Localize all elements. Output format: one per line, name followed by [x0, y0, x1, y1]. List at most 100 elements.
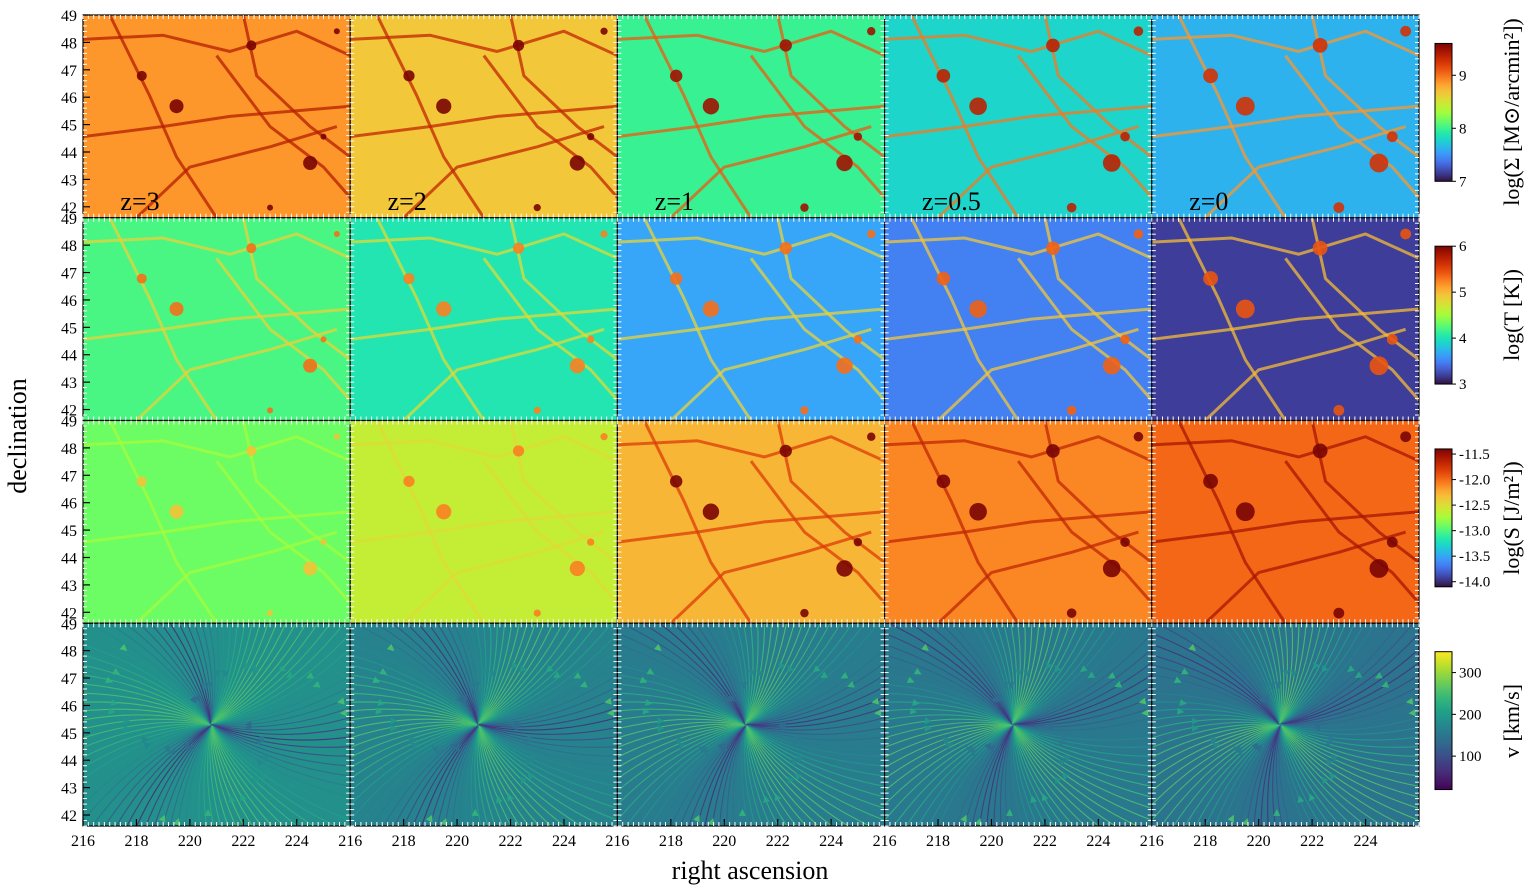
x-tick-label: 220 [178, 833, 202, 850]
colorbar-temperature: 3 4 5 6 [1434, 239, 1467, 393]
panel-entropy-1 [349, 419, 619, 624]
panel-surface-density-0: z=3 [82, 14, 351, 219]
x-axis-label: right ascension [671, 856, 829, 885]
colorbar-tick-label: 5 [1459, 285, 1467, 301]
panel-temperature-0 [82, 217, 351, 422]
y-tick-label: 45 [61, 726, 77, 743]
x-tick-label: 224 [552, 833, 576, 850]
x-tick-label: 218 [1193, 833, 1217, 850]
x-tick-label: 224 [1086, 833, 1110, 850]
y-tick-label: 48 [61, 441, 77, 458]
panel-surface-density-2: z=1 [616, 14, 886, 219]
panel-surface-density-4: z=0 [1151, 14, 1420, 219]
colorbar-surface-density: 7 8 9 [1434, 42, 1467, 190]
colorbar-velocity-streamlines: 100 200 300 [1434, 651, 1482, 791]
y-tick-label: 46 [61, 293, 77, 310]
y-tick-label: 42 [61, 605, 77, 622]
panel-grid: z=3 z=2 z=1 z=0.5 z=0 [82, 14, 1420, 827]
redshift-label: z=2 [388, 187, 427, 216]
x-tick-label: 220 [979, 833, 1003, 850]
x-tick-label: 224 [285, 833, 309, 850]
x-tick-label: 218 [926, 833, 950, 850]
panel-entropy-2 [616, 419, 886, 624]
x-tick-label: 222 [231, 833, 255, 850]
colorbar-entropy: -11.5 -12.0 -12.5 -13.0 -13.5 -14.0 [1434, 447, 1490, 591]
y-tick-label: 46 [61, 90, 77, 107]
colorbar-tick-label: -13.0 [1459, 524, 1490, 540]
axes-ticks: 4243444546474849424344454647484942434445… [61, 8, 1378, 850]
x-tick-label: 220 [445, 833, 469, 850]
y-tick-label: 48 [61, 238, 77, 255]
x-tick-label: 222 [1033, 833, 1057, 850]
colorbar-label-text: log(S [J/m²]) [1499, 461, 1524, 575]
y-tick-label: 43 [61, 375, 77, 392]
y-tick-label: 44 [61, 145, 77, 162]
x-tick-label: 220 [1247, 833, 1271, 850]
y-tick-label: 44 [61, 550, 77, 567]
redshift-label: z=0.5 [922, 187, 981, 216]
panel-velocity-streamlines-0 [82, 622, 351, 827]
panel-velocity-streamlines-1 [349, 622, 619, 827]
x-tick-label: 222 [766, 833, 790, 850]
x-tick-label: 220 [712, 833, 736, 850]
colorbar-tick-label: -12.0 [1459, 473, 1490, 489]
colorbar-tick-label: 100 [1459, 749, 1482, 765]
y-tick-label: 47 [61, 266, 77, 283]
y-tick-label: 48 [61, 35, 77, 52]
y-tick-label: 49 [61, 211, 77, 228]
panel-temperature-2 [616, 217, 886, 422]
y-tick-label: 42 [61, 808, 77, 825]
x-tick-label: 216 [338, 833, 362, 850]
x-tick-label: 222 [499, 833, 523, 850]
panel-velocity-streamlines-2 [616, 622, 886, 827]
colorbar-tick-label: 4 [1459, 331, 1467, 347]
y-axis-label-text: declination [3, 378, 32, 494]
panel-surface-density-1: z=2 [349, 14, 619, 219]
x-tick-label: 224 [819, 833, 843, 850]
x-tick-label: 218 [392, 833, 416, 850]
panel-velocity-streamlines-3 [883, 622, 1153, 827]
colorbar-label-text: v [km/s] [1499, 683, 1524, 758]
colorbar-tick-label: 300 [1459, 666, 1482, 682]
colorbar-tick-label: 8 [1459, 121, 1467, 137]
x-tick-label: 218 [124, 833, 148, 850]
colorbar-tick-label: -12.5 [1459, 498, 1490, 514]
redshift-label: z=3 [120, 187, 159, 216]
x-tick-label: 222 [1300, 833, 1324, 850]
panel-temperature-4 [1151, 217, 1420, 422]
y-tick-label: 43 [61, 172, 77, 189]
colorbar-tick-label: -13.5 [1459, 549, 1490, 565]
colorbar-tick-label: 9 [1459, 68, 1467, 84]
colorbar-tick-label: 200 [1459, 707, 1482, 723]
y-tick-label: 45 [61, 118, 77, 135]
x-tick-label: 218 [659, 833, 683, 850]
y-tick-label: 47 [61, 671, 77, 688]
colorbar-label-text: log(Σ [M⊙/arcmin²]) [1499, 18, 1524, 207]
x-tick-label: 224 [1354, 833, 1378, 850]
y-tick-label: 47 [61, 63, 77, 80]
y-tick-label: 49 [61, 8, 77, 25]
y-tick-label: 46 [61, 698, 77, 715]
y-tick-label: 44 [61, 348, 77, 365]
colorbar-tick-label: -14.0 [1459, 575, 1490, 591]
y-tick-label: 46 [61, 496, 77, 513]
panel-temperature-3 [883, 217, 1153, 422]
panel-entropy-4 [1151, 419, 1420, 624]
y-tick-label: 42 [61, 403, 77, 420]
colorbar-tick-label: -11.5 [1459, 447, 1490, 463]
y-tick-label: 45 [61, 523, 77, 540]
colorbar-tick-label: 6 [1459, 239, 1467, 255]
panel-entropy-3 [883, 419, 1153, 624]
panel-temperature-1 [349, 217, 619, 422]
redshift-label: z=0 [1189, 187, 1228, 216]
x-tick-label: 216 [71, 833, 95, 850]
y-tick-label: 42 [61, 200, 77, 217]
colorbar-tick-label: 3 [1459, 377, 1467, 393]
y-tick-label: 49 [61, 414, 77, 431]
y-tick-label: 45 [61, 320, 77, 337]
x-tick-label: 216 [873, 833, 897, 850]
x-tick-label: 216 [1140, 833, 1164, 850]
y-tick-label: 48 [61, 644, 77, 661]
panel-surface-density-3: z=0.5 [883, 14, 1153, 219]
colorbars: 7 8 9 3 4 5 6 -11.5 -12.0 -12.5 -13.0 -13.5 -14.0 100… [1434, 42, 1490, 791]
